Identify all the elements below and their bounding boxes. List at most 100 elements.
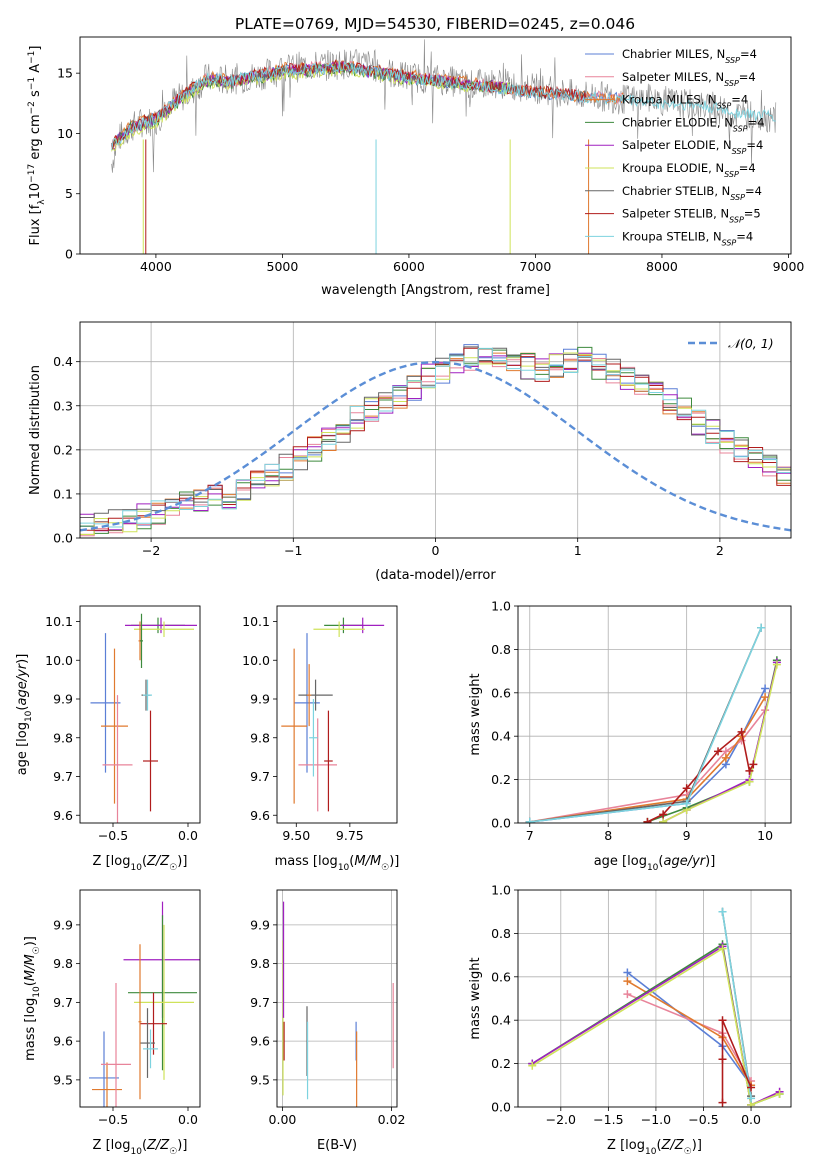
data-marker xyxy=(761,684,770,693)
legend-entry: Salpeter STELIB, NSSP=5 xyxy=(622,207,761,225)
mass-vs-z-panel: −0.5 0.0 9.5 9.6 9.7 9.8 9.9 Z [log10(Z/Z☉)] mas… xyxy=(23,889,201,1157)
y-tick-label: 0.0 xyxy=(53,531,73,546)
spectrum-legend: Chabrier MILES, NSSP=4 Salpeter MILES, NS… xyxy=(585,47,764,247)
x-tick-label: 9.50 xyxy=(282,828,310,843)
y-tick-label: 1.0 xyxy=(491,599,511,614)
data-marker xyxy=(718,1016,727,1025)
data-marker xyxy=(772,660,781,669)
y-tick-label: 9.6 xyxy=(250,808,270,823)
error-bar-point xyxy=(134,621,194,637)
y-axis-label: Flux [fλ10−17 erg cm−2 s−1 A−1] xyxy=(27,46,47,246)
residuals-panel: −2 −1 0 1 2 0.0 0.1 0.2 0.3 0.4 (data-model)/error… xyxy=(28,321,792,583)
data-marker xyxy=(747,1083,756,1092)
legend-entry: Salpeter MILES, NSSP=4 xyxy=(622,70,756,88)
x-axis-label: Z [log10(Z/Z☉)] xyxy=(607,1138,702,1157)
axes-frame xyxy=(276,605,398,824)
data-marker xyxy=(718,1098,727,1107)
figure-title: PLATE=0769, MJD=54530, FIBERID=0245, z=0… xyxy=(235,15,635,33)
x-tick-label: 5000 xyxy=(267,259,299,274)
y-tick-label: 10.0 xyxy=(45,653,73,668)
error-bar-point xyxy=(125,617,197,634)
x-tick-label: −0.5 xyxy=(98,1112,128,1127)
x-axis-label: Z [log10(Z/Z☉)] xyxy=(93,854,188,873)
x-axis-label: E(B-V) xyxy=(317,1138,357,1153)
error-bar-point xyxy=(143,1029,158,1069)
y-tick-label: 10.1 xyxy=(242,614,270,629)
model-spectrum xyxy=(111,61,776,151)
age-vs-mass-panel: 9.50 9.75 9.6 9.7 9.8 9.9 10.0 10.1 mass [log10(… xyxy=(242,605,399,873)
mass-weight-vs-age-panel: 7 8 9 10 0.0 0.2 0.4 0.6 0.8 1.0 age [log10(age/yr… xyxy=(468,599,792,873)
y-tick-label: 9.6 xyxy=(53,1034,73,1049)
y-tick-label: 9.8 xyxy=(53,956,73,971)
error-bar-point xyxy=(341,617,385,634)
x-axis-label: Z [log10(Z/Z☉)] xyxy=(93,1138,188,1157)
plot-area xyxy=(89,901,200,1107)
error-bar-point xyxy=(140,992,167,1055)
mass-weight-series xyxy=(623,968,756,1090)
x-axis-label: age [log10(age/yr)] xyxy=(594,854,716,873)
x-tick-label: 6000 xyxy=(393,259,425,274)
mass-weight-series xyxy=(525,623,766,823)
y-axis-label: mass weight xyxy=(468,673,483,755)
y-tick-label: 9.7 xyxy=(53,769,73,784)
plot-area xyxy=(281,617,385,812)
data-marker xyxy=(749,760,758,769)
data-marker xyxy=(682,799,691,808)
legend-entry: Salpeter ELODIE, NSSP=4 xyxy=(622,138,763,156)
normal-curve xyxy=(80,360,791,532)
error-bar-point xyxy=(307,664,312,727)
data-marker xyxy=(745,777,754,786)
x-tick-label: 8 xyxy=(604,828,612,843)
data-marker xyxy=(737,727,746,736)
x-tick-label: 0.0 xyxy=(178,828,198,843)
residual-histogram xyxy=(80,347,791,528)
data-marker xyxy=(623,977,632,986)
axes-frame xyxy=(276,889,398,1108)
x-tick-label: 9 xyxy=(683,828,691,843)
data-marker xyxy=(721,753,730,762)
x-tick-label: −1 xyxy=(284,543,302,558)
legend-entry: Kroupa STELIB, NSSP=4 xyxy=(622,229,753,247)
plot-area xyxy=(518,890,791,1107)
error-bar-point xyxy=(140,613,143,668)
y-tick-label: 0.0 xyxy=(491,1100,511,1115)
y-tick-label: 9.7 xyxy=(250,769,270,784)
y-axis-label: mass [log10(M/M☉)] xyxy=(23,936,42,1061)
mass-weight-series xyxy=(643,727,758,823)
x-tick-label: 4000 xyxy=(140,259,172,274)
y-tick-label: 9.7 xyxy=(53,995,73,1010)
y-tick-label: 0.8 xyxy=(491,926,511,941)
mass-weight-vs-z-panel: −2.0 −1.5 −1.0 −0.5 0.0 0.0 0.2 0.4 0.6 0.8 1.0 Z [… xyxy=(468,883,792,1157)
y-tick-label: 5 xyxy=(65,186,73,201)
y-tick-label: 0.6 xyxy=(491,969,511,984)
y-tick-label: 0.4 xyxy=(491,729,511,744)
axes-frame xyxy=(79,36,792,255)
y-tick-label: 0 xyxy=(65,247,73,262)
mass-weight-series xyxy=(525,623,766,823)
mass-weight-series xyxy=(659,660,781,823)
y-tick-label: 9.9 xyxy=(53,692,73,707)
y-tick-label: 0.3 xyxy=(53,398,73,413)
y-tick-label: 9.7 xyxy=(250,995,270,1010)
error-bar-point xyxy=(101,983,131,1107)
y-tick-label: 9.9 xyxy=(53,917,73,932)
data-marker xyxy=(643,817,652,823)
x-tick-label: 1 xyxy=(574,543,582,558)
residual-histogram xyxy=(80,346,791,518)
x-tick-label: 0.00 xyxy=(269,1112,297,1127)
mass-weight-series xyxy=(528,944,784,1107)
plot-area xyxy=(277,890,397,1107)
data-marker xyxy=(623,990,632,999)
data-marker xyxy=(757,623,766,632)
legend-entry: 𝒩(0, 1) xyxy=(728,336,774,351)
y-tick-label: 9.8 xyxy=(250,730,270,745)
x-tick-label: 0 xyxy=(432,543,440,558)
data-marker xyxy=(714,747,723,756)
spectrum-panel: 4000 5000 6000 7000 8000 9000 0 5 10 15 wavelength… xyxy=(27,36,804,298)
error-bar-point xyxy=(140,1008,155,1078)
y-tick-label: 15 xyxy=(57,66,73,81)
error-bar-point xyxy=(309,699,318,777)
error-bar-point xyxy=(101,648,128,804)
y-tick-label: 0.2 xyxy=(491,772,511,787)
mass-weight-series xyxy=(623,990,756,1085)
